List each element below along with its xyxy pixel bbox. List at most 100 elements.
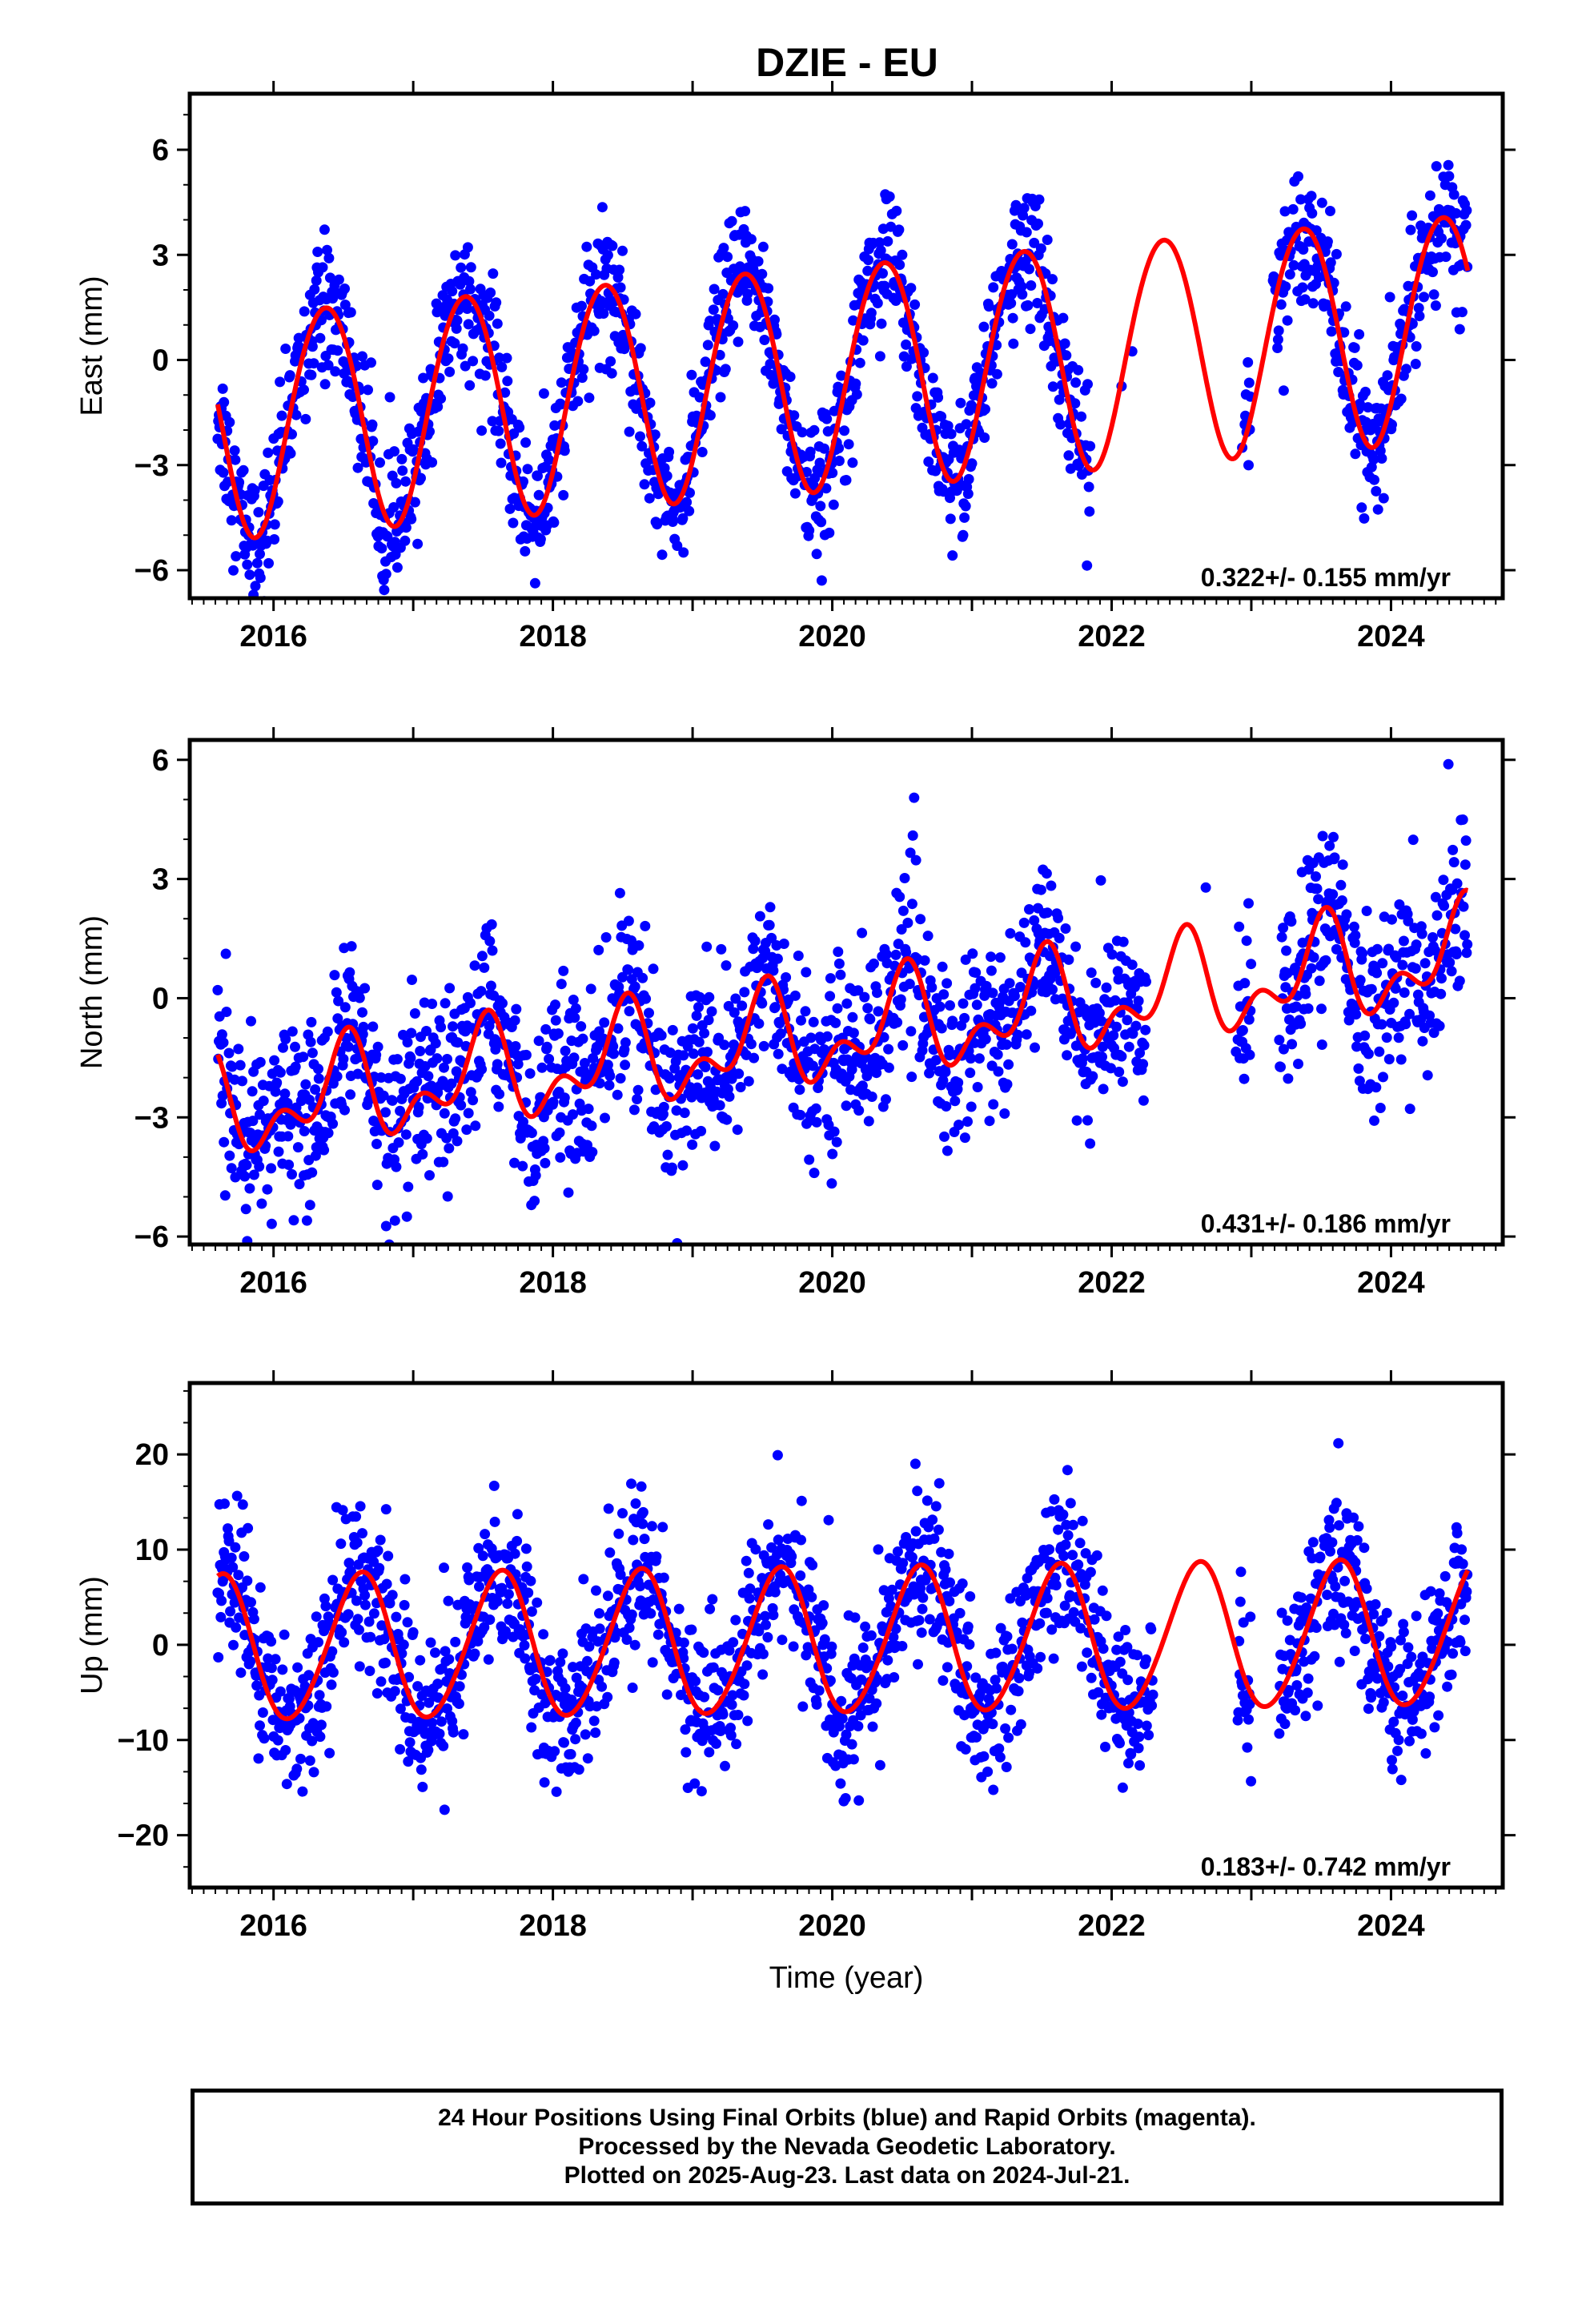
data-point	[724, 1091, 735, 1102]
data-point	[463, 319, 474, 330]
data-point	[379, 585, 390, 596]
data-point	[594, 1623, 605, 1634]
data-point	[1003, 1732, 1014, 1743]
data-point	[721, 1114, 733, 1125]
data-point	[687, 1139, 698, 1150]
data-point	[939, 1131, 950, 1142]
data-point	[878, 1585, 889, 1596]
data-point	[636, 440, 648, 452]
data-point	[872, 987, 882, 999]
data-point	[458, 1729, 469, 1740]
data-point	[253, 1753, 264, 1764]
data-point	[853, 985, 864, 996]
data-point	[269, 534, 280, 545]
data-point	[980, 404, 990, 415]
data-point	[857, 335, 869, 346]
data-point	[637, 972, 648, 983]
data-point	[324, 1747, 335, 1759]
data-point	[588, 1715, 600, 1727]
data-point	[1374, 1046, 1385, 1057]
data-point	[853, 1795, 865, 1806]
data-point	[282, 1097, 293, 1108]
data-point	[686, 1624, 697, 1635]
data-point	[704, 991, 715, 1003]
data-point	[849, 1612, 861, 1623]
data-point	[427, 1717, 438, 1728]
data-point	[1320, 955, 1331, 966]
data-point	[983, 301, 994, 312]
data-point	[936, 411, 947, 422]
data-point	[1424, 190, 1435, 201]
data-point	[754, 911, 765, 922]
data-point	[890, 949, 901, 960]
data-point	[596, 202, 608, 213]
data-point	[399, 1599, 410, 1610]
data-point	[294, 1179, 305, 1190]
data-point	[987, 1719, 998, 1730]
data-point	[1311, 1622, 1322, 1633]
data-point	[1059, 1600, 1070, 1611]
data-point	[484, 310, 495, 321]
data-point	[263, 447, 274, 458]
data-point	[384, 392, 396, 403]
data-point	[568, 1662, 578, 1673]
data-point	[807, 1559, 818, 1570]
data-point	[1395, 393, 1407, 404]
data-point	[716, 943, 727, 955]
data-point	[509, 1015, 520, 1026]
y-axis-title: North (mm)	[75, 915, 109, 1069]
data-point	[1311, 883, 1323, 895]
data-point	[1025, 324, 1036, 335]
data-point	[640, 993, 652, 1004]
data-point	[881, 1094, 891, 1105]
data-point	[519, 1640, 530, 1651]
data-point	[769, 314, 780, 325]
data-point	[890, 1623, 901, 1634]
data-point	[548, 1096, 559, 1108]
data-point	[270, 1654, 281, 1665]
data-point	[1284, 269, 1295, 280]
y-tick-label: −6	[135, 1220, 169, 1254]
data-point	[532, 1597, 543, 1608]
data-point	[245, 1656, 256, 1667]
y-tick-label: −3	[135, 1101, 169, 1135]
data-point	[847, 1011, 858, 1023]
data-point	[974, 1053, 985, 1064]
y-tick-label: 0	[152, 344, 169, 378]
data-point	[773, 1534, 784, 1546]
x-tick-label: 2020	[798, 620, 866, 653]
data-point	[497, 998, 508, 1009]
data-point	[398, 1639, 409, 1651]
data-point	[1297, 282, 1308, 293]
data-point	[313, 1637, 323, 1648]
data-point	[1035, 243, 1046, 254]
data-point	[1316, 1039, 1327, 1050]
data-point	[523, 1587, 534, 1598]
data-point	[1200, 882, 1211, 893]
data-point	[729, 1007, 740, 1018]
data-point	[906, 899, 917, 910]
data-point	[572, 396, 584, 407]
data-point	[947, 550, 958, 561]
data-point	[272, 1735, 283, 1746]
data-point	[677, 1160, 689, 1171]
data-point	[971, 1731, 982, 1743]
data-point	[1390, 983, 1401, 994]
data-point	[824, 527, 835, 538]
data-point	[1448, 189, 1460, 200]
data-point	[1017, 289, 1028, 300]
data-point	[1054, 932, 1065, 943]
data-point	[1450, 923, 1461, 935]
data-point	[1414, 311, 1425, 322]
data-point	[1326, 326, 1337, 337]
data-point	[883, 1593, 894, 1604]
data-point	[757, 241, 769, 252]
data-point	[982, 1766, 994, 1777]
data-point	[476, 951, 488, 962]
data-point	[853, 1105, 865, 1116]
data-point	[926, 982, 938, 993]
data-point	[1461, 205, 1472, 216]
data-point	[450, 1113, 461, 1124]
data-point	[1015, 1719, 1026, 1730]
data-point	[731, 1739, 742, 1750]
